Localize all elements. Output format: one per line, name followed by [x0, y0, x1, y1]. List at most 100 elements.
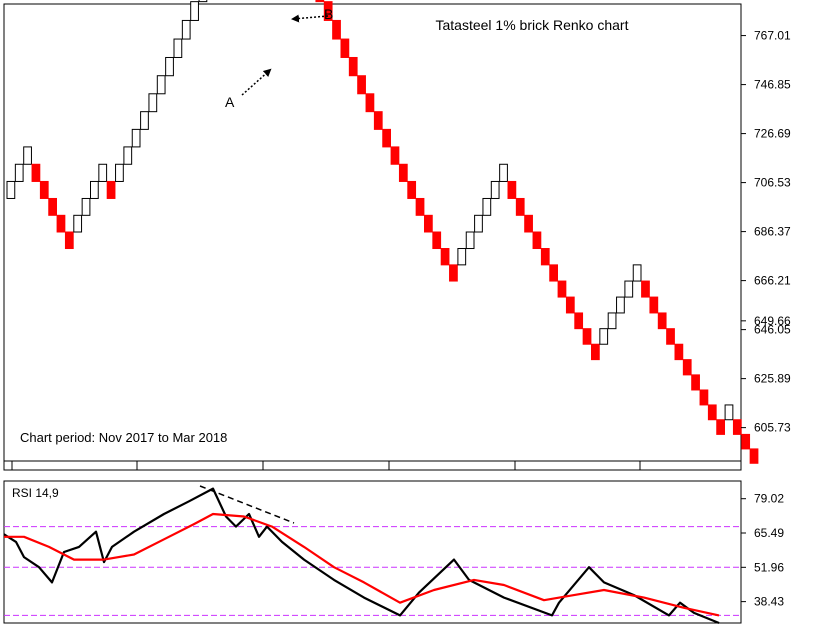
renko-panel: 767.01 746.85 726.69 706.53 686.37 666.21 649.… — [3, 0, 791, 464]
renko-price-tick-label: 746.85 — [754, 78, 791, 92]
renko-brick-up — [98, 163, 108, 182]
renko-brick-up — [156, 75, 166, 95]
renko-brick-down — [574, 312, 584, 330]
chart-period-note: Chart period: Nov 2017 to Mar 2018 — [20, 430, 227, 445]
renko-brick-up — [81, 197, 91, 216]
renko-brick-down — [732, 419, 742, 435]
renko-price-tick-label: 605.73 — [754, 421, 791, 435]
rsi-signal-line — [4, 512, 720, 617]
rsi-divergence-trendline — [199, 485, 295, 524]
renko-brick-down — [524, 214, 533, 233]
renko-brick-up — [457, 248, 467, 266]
annotation-label-a: A — [225, 94, 235, 110]
renko-brick-down — [390, 146, 400, 165]
renko-brick-up — [482, 197, 492, 216]
renko-brick-down — [39, 180, 49, 199]
renko-price-tick-label: 686.37 — [754, 225, 791, 239]
rsi-panel: 79.02 65.49 51.96 38.43 RSI 14,9 — [3, 480, 784, 625]
renko-brick-down — [741, 433, 751, 450]
renko-brick-down — [56, 214, 66, 233]
renko-brick-down — [332, 19, 341, 40]
renko-brick-down — [340, 38, 350, 58]
renko-brick-down — [565, 296, 575, 314]
rsi-value-tick-label: 38.43 — [754, 595, 784, 609]
renko-brick-down — [532, 231, 542, 250]
renko-brick-down — [106, 180, 116, 199]
rsi-series-group — [3, 487, 720, 625]
renko-brick-down — [31, 163, 41, 182]
renko-price-tick-label: 625.89 — [754, 372, 791, 386]
rsi-panel-title: RSI 14,9 — [12, 486, 59, 500]
renko-brick-down — [449, 264, 458, 282]
renko-brick-down — [666, 328, 675, 345]
renko-brick-down — [382, 128, 391, 148]
renko-brick-up — [73, 214, 83, 233]
rsi-value-ticks-group: 79.02 65.49 51.96 38.43 — [741, 492, 784, 609]
time-axis-frame — [3, 460, 742, 471]
renko-brick-down — [682, 359, 692, 376]
renko-brick-up — [465, 231, 475, 250]
renko-brick-up — [607, 312, 617, 330]
renko-brick-up — [599, 328, 609, 345]
renko-brick-up — [6, 180, 16, 199]
renko-brick-down — [315, 0, 325, 3]
renko-brick-up — [490, 180, 500, 199]
rsi-value-tick-label: 51.96 — [754, 560, 784, 574]
renko-brick-up — [123, 146, 133, 165]
renko-brick-down — [432, 231, 442, 250]
renko-brick-up — [14, 163, 24, 182]
renko-brick-down — [48, 197, 57, 216]
renko-price-tick-label: 726.69 — [754, 127, 791, 141]
renko-brick-up — [724, 404, 734, 421]
renko-price-tick-label: 666.21 — [754, 274, 791, 288]
renko-brick-up — [140, 111, 149, 130]
renko-brick-up — [474, 214, 483, 233]
renko-price-ticks-group: 767.01 746.85 726.69 706.53 686.37 666.21 649.… — [741, 29, 791, 435]
renko-price-tick-label: 767.01 — [754, 29, 791, 43]
renko-brick-down — [582, 328, 592, 345]
renko-price-tick-label: 706.53 — [754, 176, 791, 190]
renko-chart-title: Tatasteel 1% brick Renko chart — [436, 17, 629, 33]
rsi-plot-frame — [3, 480, 742, 624]
renko-brick-down — [64, 231, 74, 250]
renko-brick-down — [557, 280, 567, 298]
renko-brick-down — [707, 404, 717, 421]
renko-brick-down — [699, 389, 709, 406]
renko-brick-down — [357, 75, 366, 95]
renko-brick-up — [115, 163, 124, 182]
renko-brick-down — [657, 312, 667, 330]
renko-brick-up — [499, 163, 508, 182]
renko-bricks-group — [6, 0, 759, 464]
renko-brick-down — [691, 374, 700, 391]
renko-brick-down — [649, 296, 659, 314]
renko-brick-up — [90, 180, 99, 199]
renko-brick-up — [190, 1, 199, 21]
renko-brick-down — [515, 197, 525, 216]
rsi-line — [3, 487, 720, 625]
annotation-label-b: B — [324, 6, 333, 22]
renko-brick-down — [507, 180, 517, 199]
renko-price-tick-label: 649.66 — [754, 314, 791, 328]
renko-brick-up — [624, 280, 634, 298]
renko-brick-down — [365, 93, 375, 113]
renko-brick-up — [131, 128, 141, 148]
renko-brick-down — [440, 248, 450, 266]
renko-brick-up — [632, 264, 642, 282]
renko-brick-up — [616, 296, 625, 314]
renko-brick-up — [173, 38, 183, 58]
renko-brick-down — [348, 56, 358, 77]
renko-brick-down — [407, 180, 417, 199]
renko-brick-down — [591, 343, 600, 361]
renko-brick-up — [23, 146, 32, 165]
renko-price-tick-label: 646.05 — [754, 323, 791, 337]
renko-brick-down — [749, 448, 759, 464]
rsi-reference-lines-group — [4, 526, 741, 616]
time-axis-strip — [3, 460, 742, 471]
renko-brick-down — [373, 111, 383, 130]
renko-brick-up — [165, 56, 174, 77]
rsi-value-tick-label: 65.49 — [754, 526, 784, 540]
renko-brick-up — [198, 0, 208, 3]
renko-brick-down — [424, 214, 433, 233]
